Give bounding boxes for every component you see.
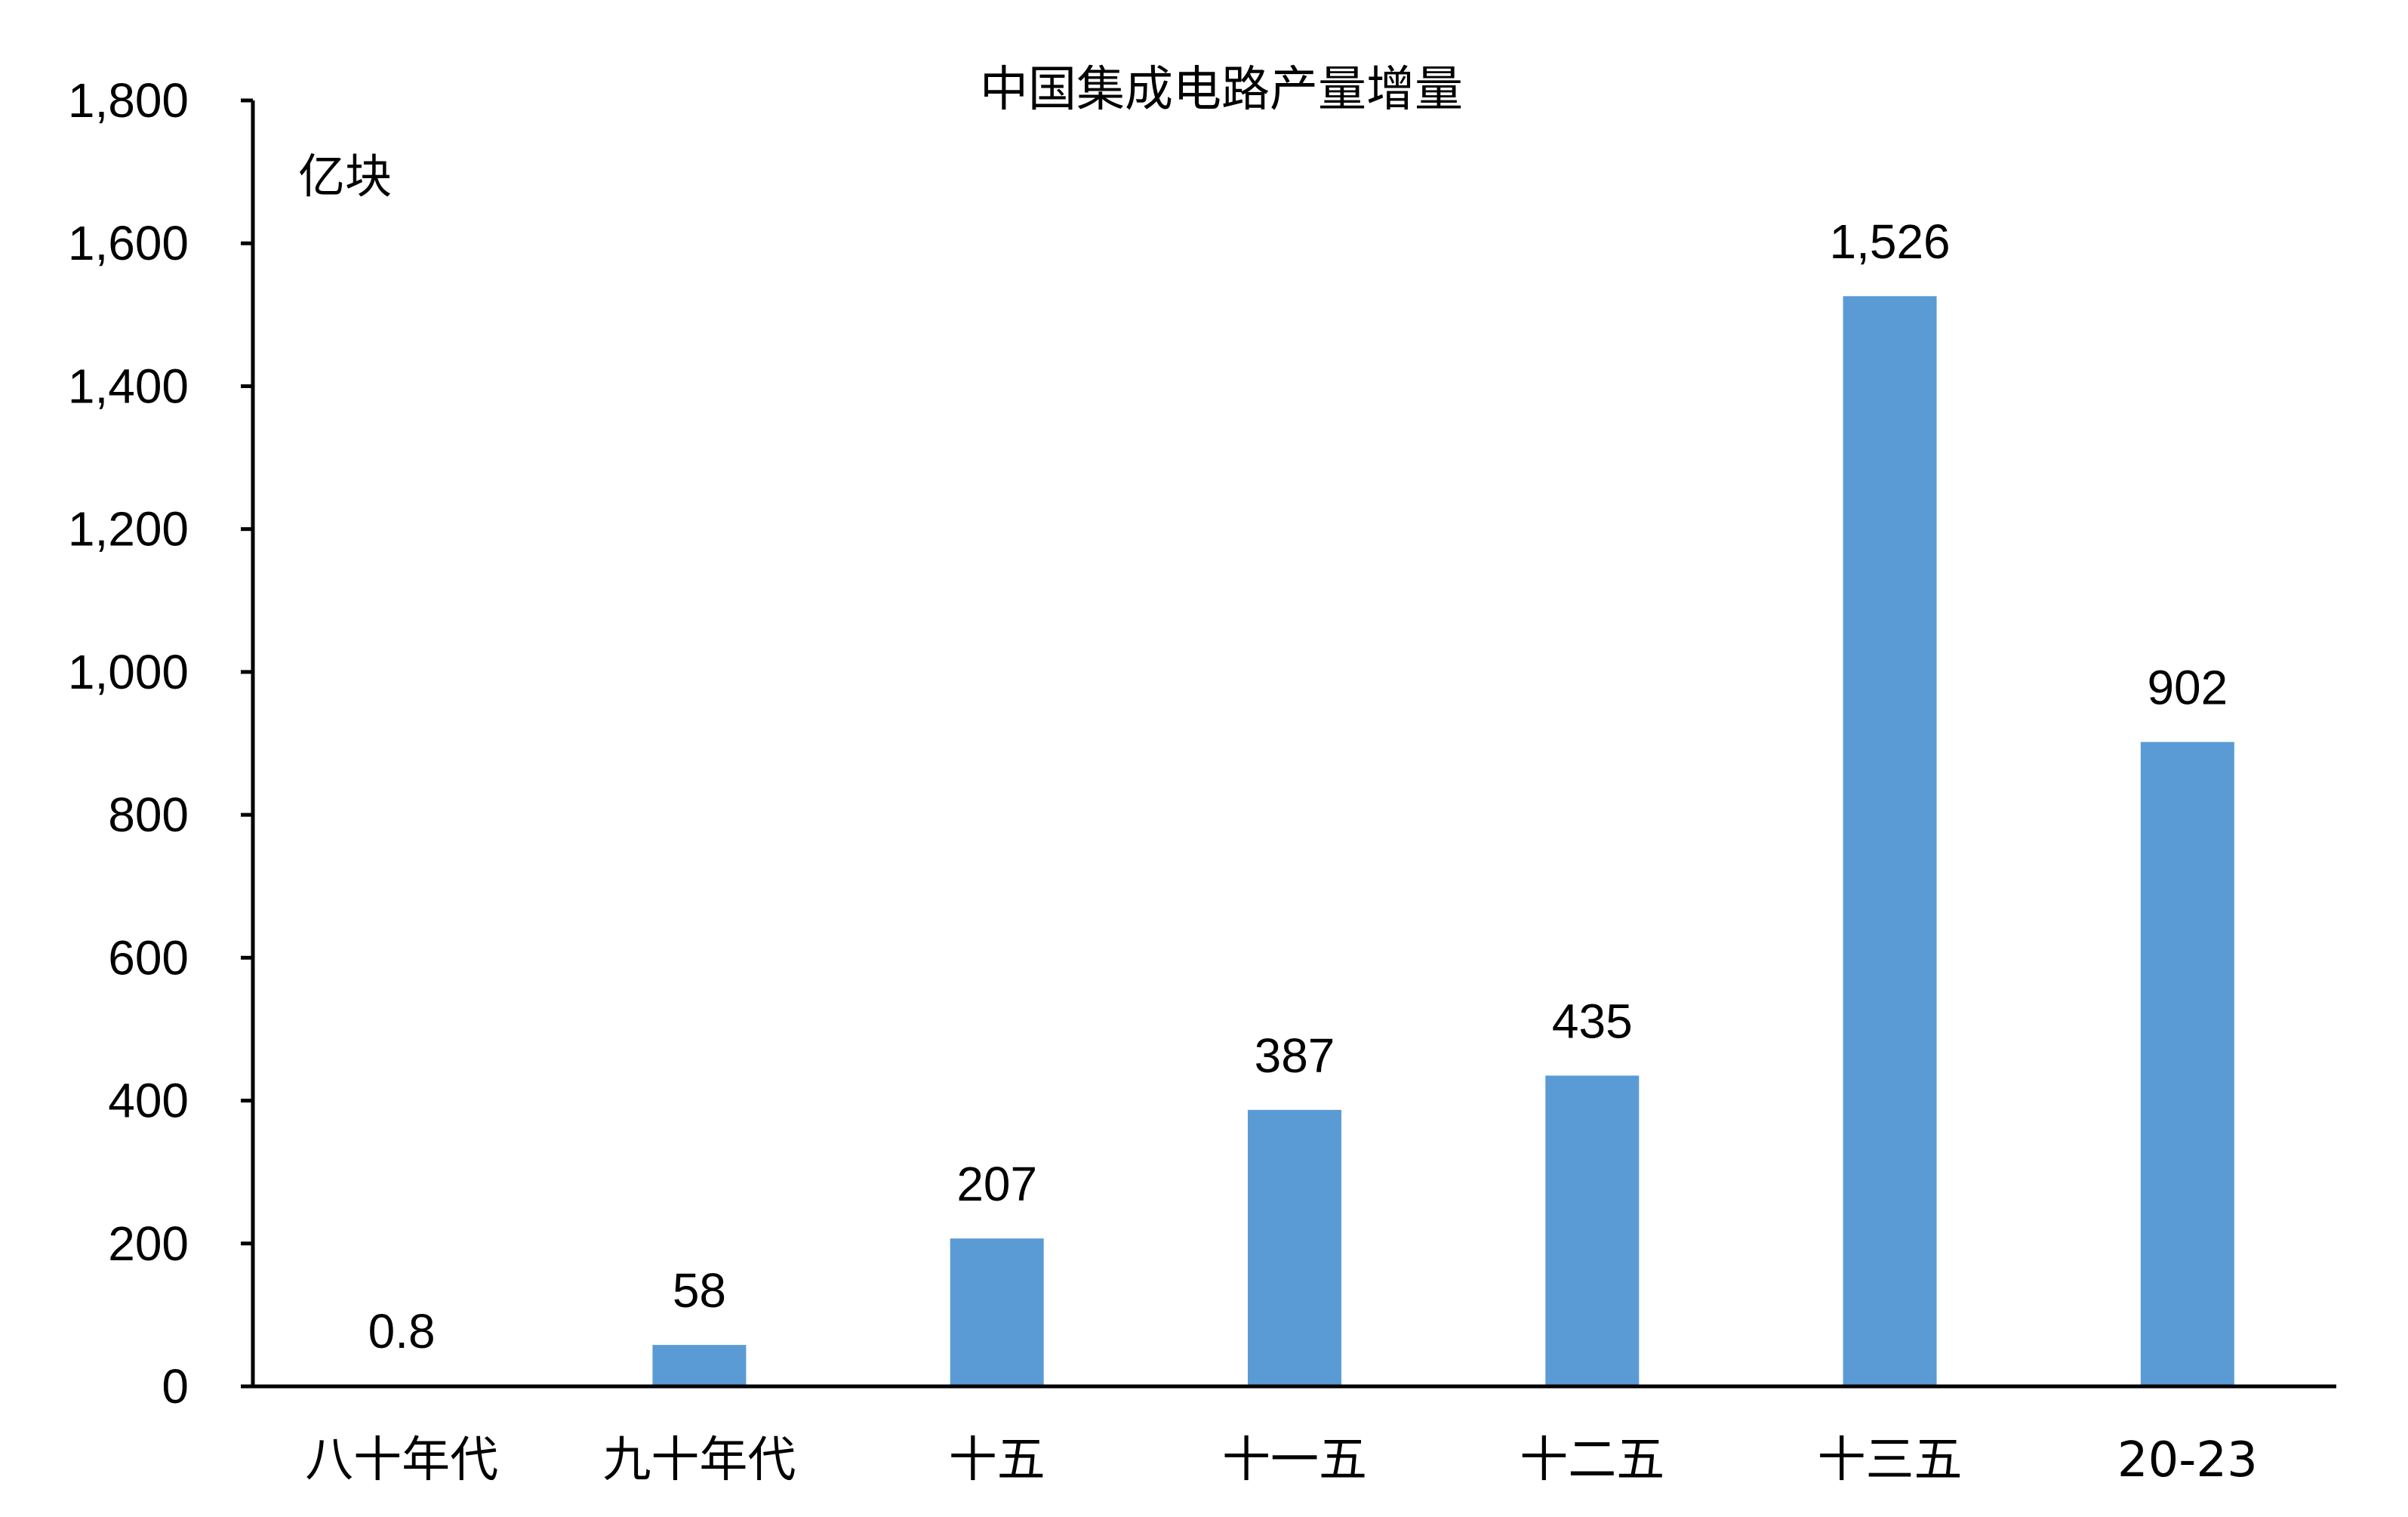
x-tick-label: 九十年代 xyxy=(602,1432,796,1488)
chart-title: 中国集成电路产量增量 xyxy=(980,62,1463,118)
y-tick-label: 1,200 xyxy=(68,502,189,557)
x-tick-label: 十三五 xyxy=(1818,1432,1963,1488)
y-tick-label: 400 xyxy=(108,1074,189,1128)
bar xyxy=(2140,742,2234,1386)
y-tick-label: 1,400 xyxy=(68,359,189,413)
bar xyxy=(950,1238,1044,1386)
bars xyxy=(355,296,2234,1387)
bar xyxy=(1248,1109,1341,1386)
y-tick-label: 600 xyxy=(108,930,189,985)
y-tick-label: 800 xyxy=(108,788,189,842)
bar xyxy=(1843,296,1937,1387)
data-label: 902 xyxy=(2147,661,2228,715)
x-axis-ticks: 八十年代 九十年代 十五 十一五 十二五 十三五 20-23 xyxy=(305,1432,2258,1488)
y-tick-label: 200 xyxy=(108,1216,189,1271)
data-label: 387 xyxy=(1255,1028,1335,1083)
data-label: 0.8 xyxy=(368,1304,436,1358)
data-label: 207 xyxy=(956,1157,1037,1211)
data-label: 1,526 xyxy=(1829,214,1950,269)
x-tick-label: 八十年代 xyxy=(305,1432,498,1488)
unit-label: 亿块 xyxy=(298,149,392,204)
y-tick-label: 1,800 xyxy=(68,73,189,128)
y-tick-label: 1,000 xyxy=(68,645,189,699)
x-tick-label: 十一五 xyxy=(1222,1432,1367,1488)
data-label: 58 xyxy=(673,1263,726,1318)
data-label: 435 xyxy=(1552,994,1633,1048)
data-labels: 0.8 58 207 387 435 1,526 902 xyxy=(368,214,2228,1358)
bar xyxy=(652,1345,747,1386)
x-tick-label: 十二五 xyxy=(1520,1432,1664,1488)
y-tick-label: 1,600 xyxy=(68,216,189,270)
x-tick-label: 20-23 xyxy=(2117,1432,2258,1488)
x-tick-label: 十五 xyxy=(949,1432,1045,1488)
y-axis-ticks: 0 200 400 600 800 1,000 1,200 1,400 1,600 1,800 xyxy=(68,73,253,1414)
bar xyxy=(1545,1075,1640,1386)
y-tick-label: 0 xyxy=(162,1359,189,1414)
